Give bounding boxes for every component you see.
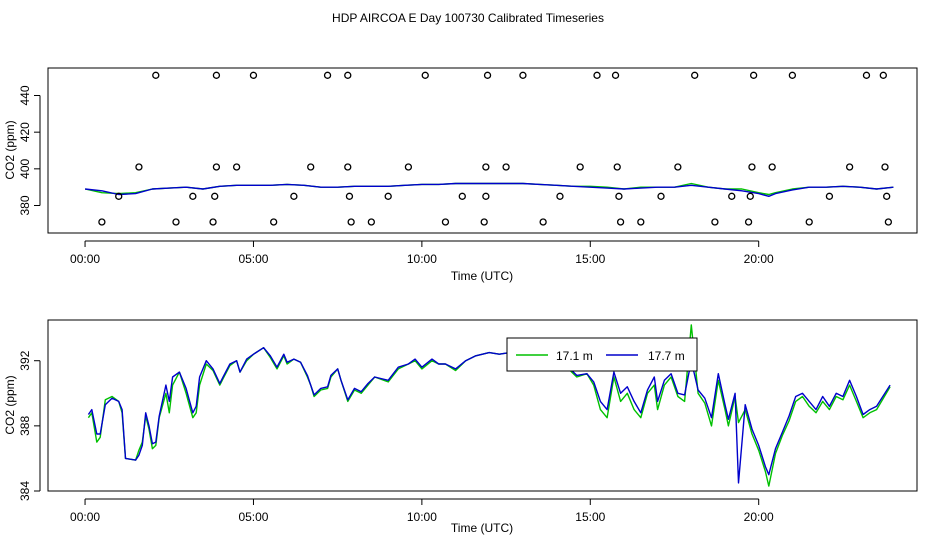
bottom-series-1-line: [87, 324, 891, 487]
legend: 17.1 m 17.7 m: [506, 337, 698, 372]
top-marker-point: [347, 218, 355, 226]
top-marker-point: [845, 163, 854, 171]
bottom-y-tick-label: 388: [18, 416, 32, 436]
top-marker-point: [728, 192, 736, 200]
top-marker-point: [746, 192, 754, 200]
top-marker-point: [825, 192, 834, 200]
top-marker-point: [115, 192, 123, 200]
top-marker-point: [421, 71, 429, 79]
top-marker-point: [884, 218, 893, 226]
top-marker-point: [744, 218, 753, 226]
bottom-x-tick-label: 05:00: [238, 510, 268, 524]
top-marker-point: [482, 163, 490, 171]
top-marker-point: [307, 163, 315, 171]
top-marker-point: [879, 71, 887, 79]
top-marker-point: [249, 71, 258, 79]
top-marker-point: [290, 192, 298, 200]
top-marker-point: [480, 218, 488, 226]
top-x-tick-label: 00:00: [70, 252, 100, 266]
top-series-2-line: [85, 182, 894, 198]
bottom-x-tick-label: 15:00: [575, 510, 605, 524]
top-marker-point: [172, 218, 180, 226]
top-marker-point: [768, 163, 776, 171]
top-marker-point: [483, 71, 492, 79]
top-x-tick-label: 05:00: [238, 252, 268, 266]
top-marker-point: [748, 163, 756, 171]
top-marker-point: [98, 218, 106, 226]
top-marker-point: [189, 192, 197, 200]
top-marker-point: [637, 218, 645, 226]
top-marker-point: [576, 163, 584, 171]
legend-label-17-1m: 17.1 m: [556, 349, 593, 363]
top-marker-point: [691, 71, 699, 79]
top-marker-point: [458, 192, 466, 200]
top-marker-point: [211, 192, 219, 200]
top-marker-point: [323, 71, 332, 79]
top-marker-point: [152, 71, 160, 79]
figure-title: HDP AIRCOA E Day 100730 Calibrated Times…: [332, 11, 604, 25]
top-marker-point: [539, 218, 547, 226]
top-marker-point: [232, 163, 241, 171]
top-y-axis-label: CO2 (ppm): [3, 120, 17, 179]
top-marker-point: [404, 163, 413, 171]
top-marker-point: [613, 163, 621, 171]
top-marker-point: [616, 218, 625, 226]
top-marker-point: [135, 163, 143, 171]
top-marker-point: [270, 218, 278, 226]
top-marker-point: [615, 192, 623, 200]
top-marker-point: [344, 163, 352, 171]
top-y-tick-label: 440: [18, 85, 32, 105]
top-marker-point: [593, 71, 601, 79]
bottom-panel: Time (UTC) CO2 (ppm) 00:00 05:00 10:00 15:0…: [3, 319, 918, 535]
top-marker-point: [209, 218, 217, 226]
top-x-tick-label: 20:00: [744, 252, 774, 266]
top-marker-point: [805, 218, 813, 226]
top-x-tick-label: 10:00: [407, 252, 437, 266]
top-marker-point: [212, 163, 221, 171]
bottom-y-axis-label: CO2 (ppm): [3, 375, 17, 434]
bottom-y-tick-label: 384: [18, 481, 32, 501]
top-marker-point: [367, 218, 375, 226]
bottom-series-2-line: [87, 347, 891, 484]
top-y-tick-label: 420: [18, 122, 32, 142]
top-marker-point: [881, 163, 889, 171]
top-marker-point: [788, 71, 797, 79]
top-marker-point: [519, 71, 527, 79]
top-marker-point: [711, 218, 719, 226]
top-marker-point: [212, 71, 221, 79]
bottom-plot-frame: [47, 319, 918, 492]
top-marker-point: [345, 192, 354, 200]
top-marker-point: [611, 71, 620, 79]
top-marker-point: [749, 71, 758, 79]
top-marker-point: [482, 192, 490, 200]
top-plot-frame: [47, 67, 918, 234]
bottom-x-tick-label: 00:00: [70, 510, 100, 524]
bottom-x-axis-label: Time (UTC): [451, 521, 513, 535]
top-marker-point: [883, 192, 891, 200]
top-marker-point: [384, 192, 392, 200]
bottom-x-tick-label: 10:00: [407, 510, 437, 524]
top-marker-point: [862, 71, 871, 79]
bottom-x-tick-label: 20:00: [744, 510, 774, 524]
bottom-y-tick-label: 392: [18, 350, 32, 370]
top-x-tick-label: 15:00: [575, 252, 605, 266]
top-marker-point: [657, 192, 665, 200]
top-panel: Time (UTC) CO2 (ppm) 00:00 05:00 10:00 15:0…: [3, 67, 918, 283]
top-x-axis-label: Time (UTC): [451, 269, 513, 283]
top-marker-point: [441, 218, 450, 226]
top-marker-point: [674, 163, 682, 171]
legend-label-17-7m: 17.7 m: [648, 349, 685, 363]
top-y-tick-label: 400: [18, 159, 32, 179]
top-marker-point: [344, 71, 352, 79]
top-y-tick-label: 380: [18, 195, 32, 215]
top-marker-point: [556, 192, 564, 200]
top-marker-point: [502, 163, 510, 171]
